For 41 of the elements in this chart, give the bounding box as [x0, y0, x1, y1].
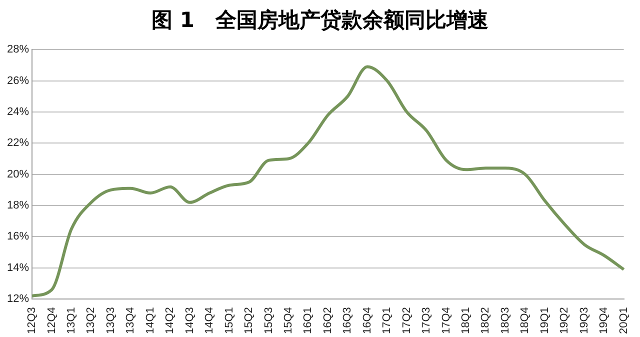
x-tick-label: 13Q4: [124, 307, 137, 334]
chart-title: 图 1 全国房地产贷款余额同比增速: [150, 7, 490, 34]
y-tick-label: 20%: [6, 168, 30, 180]
x-tick-label: 14Q4: [204, 307, 216, 334]
x-tick-label: 18Q4: [519, 307, 532, 334]
x-tick-label: 13Q1: [66, 307, 78, 334]
x-tick-label: 19Q2: [558, 307, 571, 334]
x-tick-label: 19Q1: [538, 307, 551, 334]
y-tick-label: 12%: [6, 293, 30, 306]
y-tick-label: 18%: [6, 200, 30, 212]
x-tick-label: 15Q4: [282, 307, 294, 334]
x-tick-label: 20Q1: [618, 307, 630, 334]
x-tick-label: 17Q1: [381, 307, 394, 334]
x-tick-label: 15Q3: [262, 307, 275, 334]
x-tick-label: 15Q1: [223, 307, 236, 334]
x-tick-label: 16Q2: [322, 307, 334, 334]
x-tick-label: 18Q3: [499, 307, 512, 334]
x-tick-label: 19Q4: [598, 307, 610, 334]
x-tick-label: 12Q4: [46, 307, 58, 334]
y-tick-label: 16%: [6, 230, 30, 243]
x-tick-label: 15Q2: [243, 307, 256, 334]
x-tick-label: 18Q2: [480, 307, 492, 334]
x-tick-label: 16Q4: [361, 307, 374, 334]
y-tick-label: 22%: [6, 137, 30, 150]
x-tick-label: 17Q2: [400, 307, 413, 334]
y-tick-label: 14%: [6, 262, 30, 274]
x-tick-label: 14Q2: [164, 307, 176, 334]
x-tick-label: 14Q1: [144, 307, 156, 334]
x-tick-label: 14Q3: [184, 307, 196, 334]
x-tick-label: 13Q2: [85, 307, 98, 334]
x-tick-label: 16Q1: [302, 307, 314, 334]
x-tick-label: 16Q3: [342, 307, 354, 334]
x-tick-label: 17Q3: [420, 307, 433, 334]
x-tick-label: 18Q1: [460, 307, 472, 334]
x-tick-label: 17Q4: [440, 307, 452, 334]
y-tick-label: 28%: [6, 44, 30, 56]
x-tick-label: 13Q3: [104, 307, 117, 334]
y-tick-label: 26%: [6, 74, 30, 87]
y-tick-label: 24%: [6, 106, 30, 118]
x-tick-label: 19Q3: [578, 307, 590, 334]
x-tick-label: 12Q3: [26, 307, 38, 334]
